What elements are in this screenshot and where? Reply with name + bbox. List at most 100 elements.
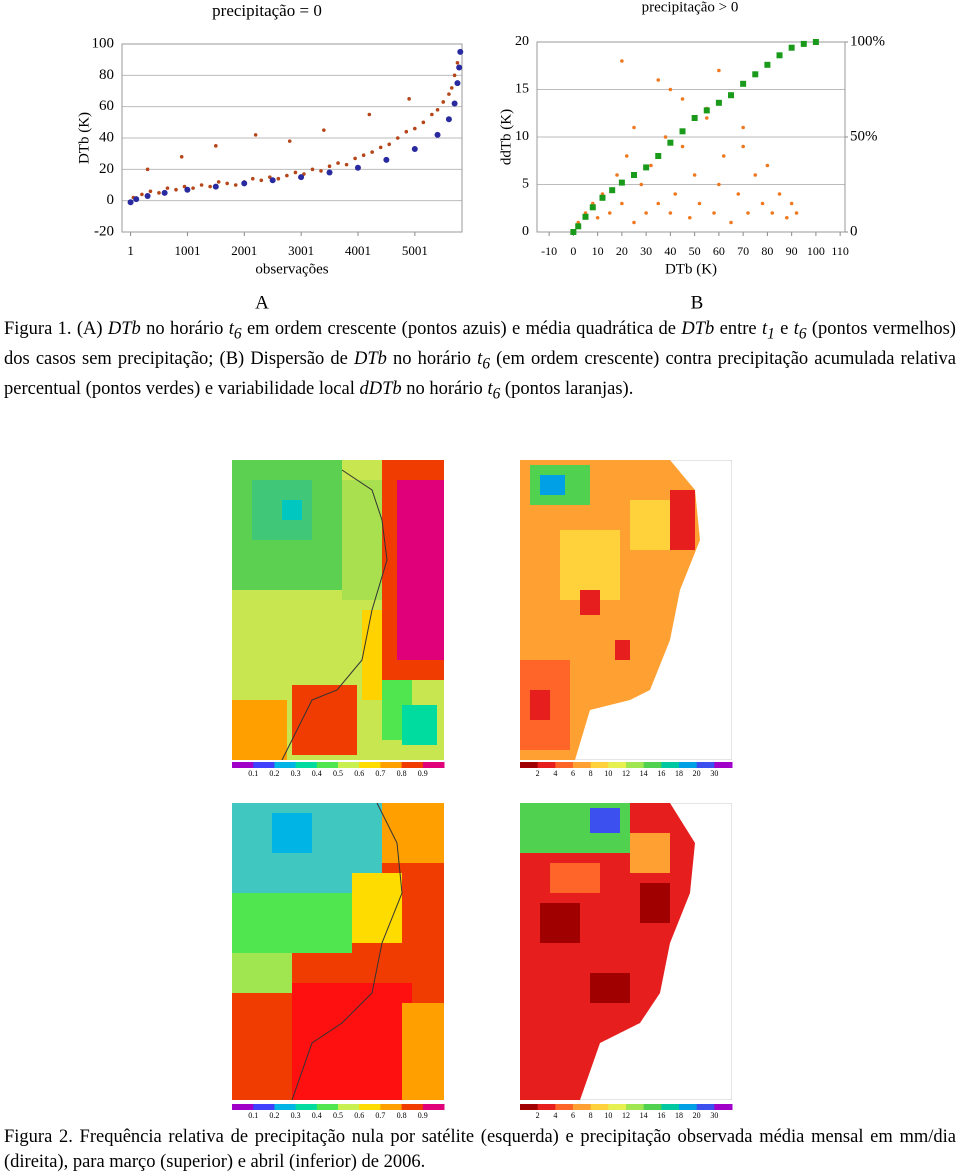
point xyxy=(354,164,361,171)
point xyxy=(157,191,161,195)
point xyxy=(407,97,411,101)
point xyxy=(144,192,151,199)
point xyxy=(148,189,153,194)
colorbar-swatch xyxy=(274,762,297,768)
colorbar-swatch xyxy=(295,1104,318,1110)
caption-run: t xyxy=(793,319,799,339)
caption-run: 6 xyxy=(233,325,242,343)
point xyxy=(298,174,305,181)
y-tick-label: 15 xyxy=(515,82,529,97)
point xyxy=(383,156,390,163)
colorbar-label: 10 xyxy=(604,1111,612,1120)
point xyxy=(615,173,619,177)
point xyxy=(736,192,741,196)
x-tick-label: 10 xyxy=(592,244,604,258)
map-nonrain-april xyxy=(232,803,444,1100)
colorbar-swatch xyxy=(253,1104,275,1110)
point xyxy=(632,125,636,130)
point xyxy=(449,86,454,90)
point xyxy=(717,182,721,187)
colorbar-label: 0.3 xyxy=(291,769,301,778)
point xyxy=(692,173,697,177)
caption-run: no horário xyxy=(401,379,488,400)
point xyxy=(643,164,650,171)
point xyxy=(631,172,638,178)
point xyxy=(212,183,219,190)
colorbar-label: 0.2 xyxy=(269,769,279,778)
point xyxy=(140,192,144,197)
point xyxy=(595,215,600,220)
colorbar-label: 2 xyxy=(536,1111,540,1120)
caption-run: no horário xyxy=(140,319,229,339)
point xyxy=(259,178,264,183)
colorbar-label: 14 xyxy=(640,1111,648,1120)
colorbar-label: 0.7 xyxy=(375,769,385,778)
point xyxy=(184,186,191,193)
point xyxy=(624,154,629,158)
point xyxy=(455,61,460,65)
colorbar-swatch xyxy=(274,1104,297,1110)
point xyxy=(679,128,686,135)
point xyxy=(435,108,440,112)
figure-1: A B precipitação = 0 DTb (K) observações -2… xyxy=(76,0,885,313)
colorbar-label: 8 xyxy=(589,769,593,778)
caption-run: t xyxy=(487,379,493,400)
colorbar-label: 6 xyxy=(571,1111,575,1120)
point xyxy=(697,201,702,206)
caption-run: em ordem crescente (pontos azuis) e médi… xyxy=(241,319,682,339)
colorbar-swatch xyxy=(253,762,275,768)
colorbar-label: 0.1 xyxy=(248,769,258,778)
map-nonrain-march xyxy=(232,460,444,760)
point xyxy=(765,163,770,168)
caption-run: DTb xyxy=(681,319,715,339)
x-axis-label: observações xyxy=(255,261,328,277)
point xyxy=(741,144,745,149)
point xyxy=(127,199,134,206)
point xyxy=(250,176,255,181)
point xyxy=(179,155,184,159)
caption-run: t xyxy=(477,349,483,370)
colorbar-swatch xyxy=(590,762,609,768)
point xyxy=(668,87,673,92)
point xyxy=(327,164,332,168)
point xyxy=(620,59,624,63)
map-rain-april xyxy=(520,803,732,1100)
colorbars: 0.1 0.2 0.3 0.4 0.5 0.6 0.7 0.8 0.9 2 4 6 8 10 12 14 16 1… xyxy=(232,762,733,1120)
point xyxy=(667,139,674,146)
x-tick-label: 110 xyxy=(831,244,849,258)
point xyxy=(441,100,446,104)
colorbar-swatch xyxy=(590,1104,609,1110)
caption-run: e xyxy=(774,319,794,339)
point xyxy=(607,211,612,215)
colorbar-swatch xyxy=(696,1104,715,1110)
colorbar-label: 0.9 xyxy=(418,1111,428,1120)
point xyxy=(703,107,710,114)
point xyxy=(165,186,170,190)
point xyxy=(752,71,759,78)
colorbar-swatch xyxy=(661,762,680,768)
point xyxy=(322,128,326,132)
point xyxy=(326,169,333,176)
point xyxy=(575,223,582,230)
x-tick-label: 30 xyxy=(640,244,652,258)
x-tick-label: -10 xyxy=(541,244,557,258)
colorbar-swatch xyxy=(573,762,592,768)
colorbar-swatch xyxy=(338,1104,360,1110)
caption-run: t xyxy=(761,319,768,339)
point xyxy=(632,220,636,225)
colorbar-label: 6 xyxy=(571,769,575,778)
colorbar-swatch xyxy=(608,1104,627,1110)
point xyxy=(649,163,653,168)
point xyxy=(704,116,709,120)
x-tick-label: 1001 xyxy=(174,243,200,258)
colorbar-label: 0.2 xyxy=(269,1111,279,1120)
colorbar-swatch xyxy=(359,1104,381,1110)
colorbar-swatch xyxy=(380,1104,403,1110)
colorbar-label: 0.8 xyxy=(397,769,407,778)
x-tick-label: 70 xyxy=(737,244,749,258)
point xyxy=(344,162,349,167)
colorbar-label: 10 xyxy=(604,769,612,778)
colorbar-label: 4 xyxy=(553,769,557,778)
point xyxy=(812,39,819,45)
